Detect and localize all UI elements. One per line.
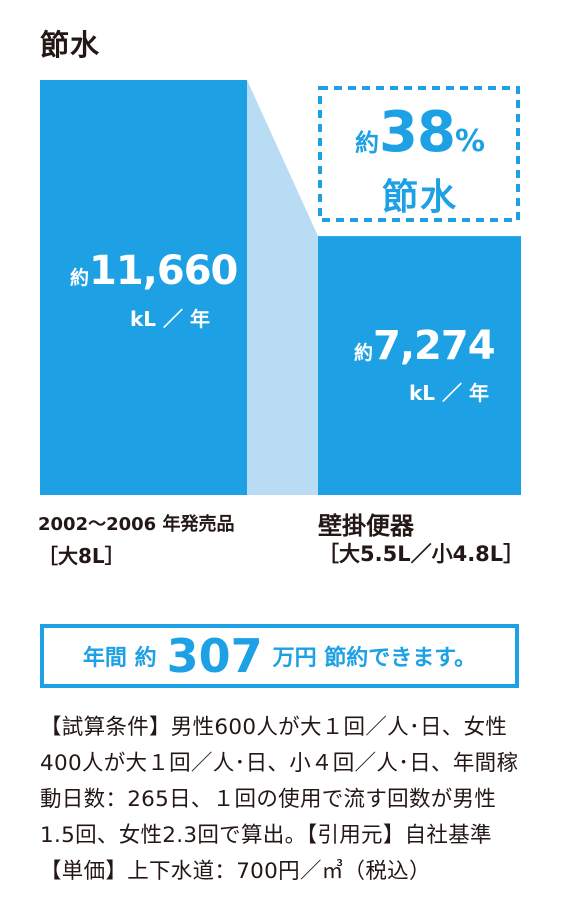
banner-suffix: 万円 節約できます。 <box>272 646 477 671</box>
saving-prefix: 約 <box>355 129 379 157</box>
bar-previous-model <box>40 80 247 495</box>
category-label-previous: 2002〜2006 年発売品 <box>38 514 235 535</box>
saving-value: 38 <box>379 100 456 165</box>
bar-value-number: 7,274 <box>373 323 496 369</box>
bar-value-prefix: 約 <box>354 342 374 364</box>
bar-value-number: 11,660 <box>89 248 238 294</box>
annual-saving-banner: 年間 約 307 万円 節約できます。 <box>40 624 519 688</box>
saving-percent: 約38% <box>330 100 510 165</box>
saving-label: 節水 <box>381 177 458 218</box>
bar-connector <box>247 80 318 495</box>
bar-chart <box>40 80 521 496</box>
banner-prefix: 年間 約 <box>82 646 157 671</box>
chart-title: 節水 <box>40 28 101 62</box>
saving-percent-sign: % <box>454 124 485 159</box>
calculation-conditions-note: 【試算条件】男性600人が大１回／人･日、女性400人が大１回／人･日、小４回／… <box>40 715 519 884</box>
bar-value-wall-toilet: 約7,274 <box>354 323 496 369</box>
bar-unit-wall-toilet: kL ／ 年 <box>409 381 489 405</box>
category-label-wall-toilet: 壁掛便器 <box>318 512 414 540</box>
flush-volume-previous: ［大8L］ <box>38 544 125 568</box>
bar-value-previous: 約11,660 <box>70 248 238 294</box>
banner-value: 307 <box>166 629 263 683</box>
bar-unit-previous: kL ／ 年 <box>130 307 210 331</box>
saving-dashed-box <box>318 86 520 222</box>
bar-value-prefix: 約 <box>70 267 90 289</box>
flush-volume-wall-toilet: ［大5.5L／小4.8L］ <box>318 542 525 566</box>
bar-wall-toilet <box>318 236 521 496</box>
